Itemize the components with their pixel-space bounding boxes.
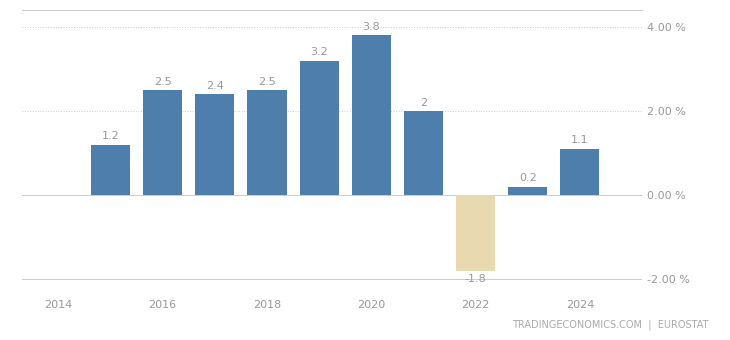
Bar	[247, 90, 286, 195]
Bar	[352, 35, 391, 195]
Text: 1.1: 1.1	[571, 135, 588, 146]
Text: 3.8: 3.8	[362, 22, 380, 32]
Bar	[404, 111, 443, 195]
Text: 2.5: 2.5	[258, 76, 276, 87]
Bar	[560, 149, 599, 195]
Text: 2.4: 2.4	[206, 81, 224, 91]
Bar	[143, 90, 182, 195]
Bar	[195, 94, 234, 195]
Bar	[508, 187, 548, 195]
Text: 1.2: 1.2	[101, 131, 120, 141]
Bar	[456, 195, 495, 271]
Text: 2.5: 2.5	[154, 76, 172, 87]
Text: 3.2: 3.2	[310, 47, 328, 57]
Bar	[299, 61, 339, 195]
Text: -1.8: -1.8	[465, 274, 486, 284]
Text: 0.2: 0.2	[519, 173, 537, 183]
Text: TRADINGECONOMICS.COM  |  EUROSTAT: TRADINGECONOMICS.COM | EUROSTAT	[512, 319, 708, 330]
Bar	[91, 144, 130, 195]
Text: 2: 2	[420, 98, 427, 108]
